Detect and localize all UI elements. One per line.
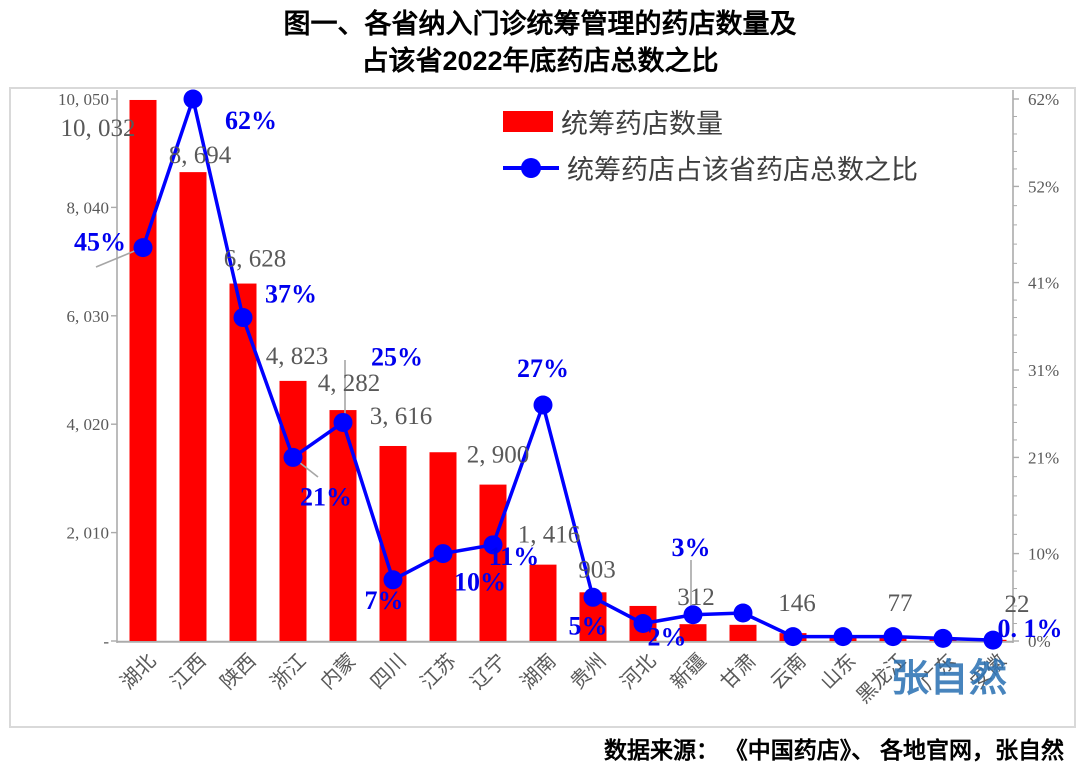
bar-辽宁 <box>479 484 507 641</box>
percent-label-贵州: 5% <box>569 611 608 640</box>
x-label-甘肃: 甘肃 <box>716 649 761 694</box>
x-label-河北: 河北 <box>616 649 661 694</box>
right-axis-tick-label: 0% <box>1028 632 1051 651</box>
right-axis-tick-label: 31% <box>1028 361 1059 380</box>
bar-内蒙 <box>329 410 357 641</box>
left-axis-tick-label: 2, 010 <box>67 524 110 543</box>
label-leader-line <box>95 249 138 268</box>
bar-value-label-内蒙: 4, 282 <box>318 370 381 397</box>
x-label-江西: 江西 <box>166 649 211 694</box>
bar-value-label-新疆: 312 <box>677 584 715 611</box>
bar-陕西 <box>229 283 257 641</box>
legend-item-bars: 统筹药店数量 <box>503 102 918 141</box>
bar-value-label-湖北: 10, 032 <box>61 115 136 142</box>
source-note: 数据来源： 《中国药店》、 各地官网，张自然 <box>604 738 1064 763</box>
bar-湖南 <box>529 564 557 641</box>
x-label-辽宁: 辽宁 <box>466 649 511 694</box>
dot-湖北 <box>133 238 153 258</box>
right-axis-tick-label: 21% <box>1028 448 1059 467</box>
dot-黑龙江 <box>883 627 903 647</box>
bar-series-swatch <box>503 111 553 132</box>
percent-label-湖北: 45% <box>74 228 126 257</box>
bar-江西 <box>179 172 207 641</box>
x-label-新疆: 新疆 <box>666 649 711 694</box>
bar-value-label-贵州: 903 <box>578 556 616 583</box>
dot-广东 <box>933 628 953 648</box>
chart-title-line2: 占该省2022年底药店总数之比 <box>361 46 719 76</box>
legend-bar-label: 统筹药店数量 <box>561 109 723 139</box>
dot-辽宁 <box>483 535 503 555</box>
dot-云南 <box>783 627 803 647</box>
right-axis-tick-label: 62% <box>1028 90 1059 109</box>
percent-label-浙江: 21% <box>300 482 352 511</box>
chart-title-line1: 图一、各省纳入门诊统筹管理的药店数量及 <box>283 9 797 39</box>
legend-line-label: 统筹药店占该省药店总数之比 <box>567 155 918 185</box>
percent-label-湖南: 27% <box>517 354 569 383</box>
x-label-四川: 四川 <box>367 650 411 694</box>
percent-label-安徽: 0. 1% <box>998 614 1063 643</box>
line-series-swatch <box>503 157 559 179</box>
bar-value-label-辽宁: 2, 900 <box>467 442 530 469</box>
x-label-江苏: 江苏 <box>416 649 461 694</box>
dot-贵州 <box>583 587 603 607</box>
bar-四川 <box>379 445 407 641</box>
right-axis-tick-label: 41% <box>1028 274 1059 293</box>
bar-湖北 <box>129 99 157 641</box>
left-axis-tick-label: 6, 030 <box>67 307 110 326</box>
left-axis-tick-label: - <box>103 632 109 651</box>
x-label-云南: 云南 <box>766 649 811 694</box>
dot-湖南 <box>533 395 553 415</box>
bar-甘肃 <box>729 624 757 641</box>
x-label-陕西: 陕西 <box>216 649 261 694</box>
dot-江苏 <box>433 544 453 564</box>
x-label-湖南: 湖南 <box>516 649 561 694</box>
bar-value-label-浙江: 4, 823 <box>266 343 329 370</box>
bar-value-label-湖南: 1, 416 <box>518 522 581 549</box>
percent-label-江西: 62% <box>225 106 277 135</box>
percent-label-新疆: 3% <box>672 533 711 562</box>
legend: 统筹药店数量 统筹药店占该省药店总数之比 <box>503 102 918 187</box>
dot-甘肃 <box>733 603 753 623</box>
percent-label-内蒙: 25% <box>371 342 423 371</box>
dot-江西 <box>183 89 203 109</box>
bar-新疆 <box>679 624 707 641</box>
x-label-山东: 山东 <box>816 649 861 694</box>
dot-新疆 <box>683 605 703 625</box>
bar-value-label-云南: 146 <box>778 590 816 617</box>
chart-title: 图一、各省纳入门诊统筹管理的药店数量及 占该省2022年底药店总数之比 <box>0 6 1080 80</box>
dot-内蒙 <box>333 412 353 432</box>
dot-浙江 <box>283 447 303 467</box>
bar-value-label-黑龙江: 77 <box>888 590 913 617</box>
percent-label-四川: 7% <box>365 586 404 615</box>
x-label-内蒙: 内蒙 <box>316 649 361 694</box>
dot-四川 <box>383 570 403 590</box>
dot-陕西 <box>233 308 253 328</box>
legend-item-line: 统筹药店占该省药店总数之比 <box>503 148 918 187</box>
dot-河北 <box>633 614 653 634</box>
bar-value-label-陕西: 6, 628 <box>224 246 287 273</box>
bar-value-label-江西: 8, 694 <box>169 142 232 169</box>
bar-value-label-四川: 3, 616 <box>370 403 433 430</box>
left-axis-tick-label: 8, 040 <box>67 198 110 217</box>
left-axis-tick-label: 10, 050 <box>58 90 109 109</box>
left-axis-tick-label: 4, 020 <box>67 415 110 434</box>
dot-山东 <box>833 627 853 647</box>
bar-value-label-安徽: 22 <box>1005 591 1030 618</box>
x-label-浙江: 浙江 <box>266 649 311 694</box>
percent-label-辽宁: 11% <box>489 542 540 571</box>
percent-label-江苏: 10% <box>454 568 506 597</box>
right-axis-tick-label: 10% <box>1028 545 1059 564</box>
x-label-贵州: 贵州 <box>566 649 611 694</box>
watermark: 张自然 <box>891 658 1009 700</box>
percent-label-陕西: 37% <box>265 280 317 309</box>
x-label-湖北: 湖北 <box>116 649 161 694</box>
percent-label-河北: 2% <box>648 623 687 652</box>
dot-安徽 <box>983 630 1003 650</box>
bar-浙江 <box>279 380 307 641</box>
right-axis-tick-label: 52% <box>1028 177 1059 196</box>
